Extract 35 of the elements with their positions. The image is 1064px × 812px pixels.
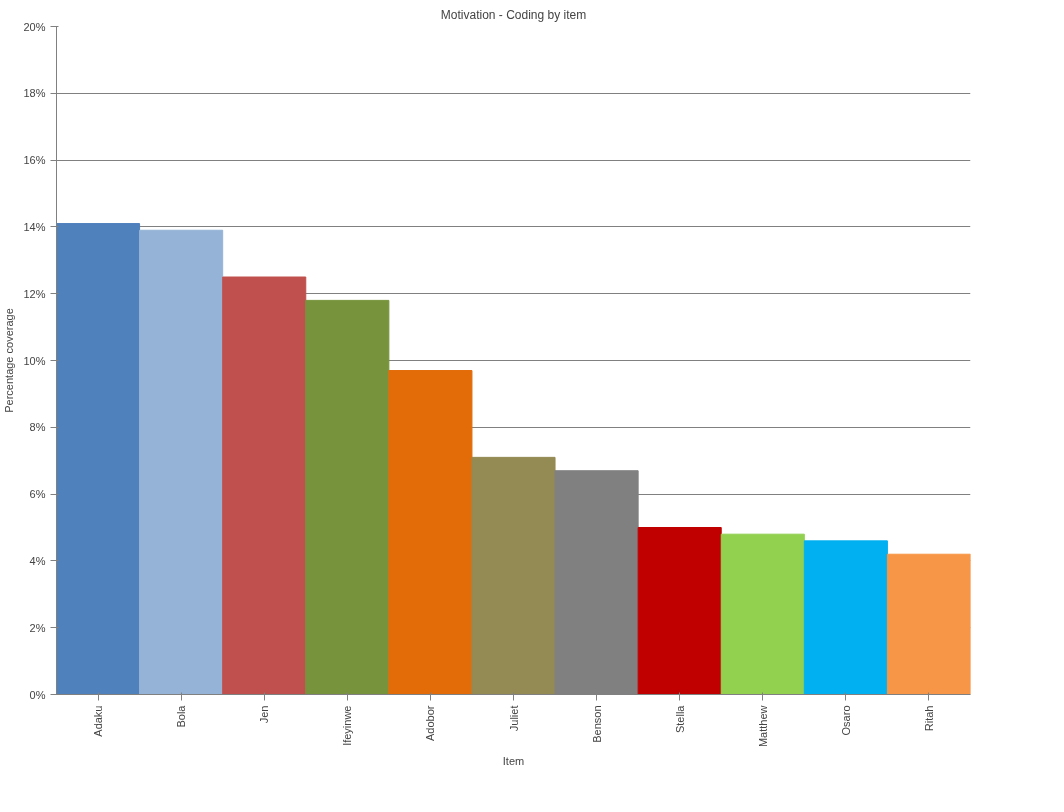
bar — [222, 276, 307, 695]
y-tick-label: 18% — [23, 87, 46, 100]
chart-title: Motivation - Coding by item — [440, 7, 587, 22]
y-tick-label: 4% — [29, 554, 46, 567]
x-axis-title: Item — [502, 755, 525, 768]
y-tick-label: 12% — [23, 287, 46, 300]
y-tick-label: 10% — [23, 354, 46, 367]
bar — [803, 540, 888, 695]
y-axis-title: Percentage coverage — [3, 308, 16, 413]
bar — [388, 370, 473, 695]
x-tick-label: Osaro — [839, 705, 852, 736]
y-tick-label: 6% — [29, 488, 46, 501]
x-tick-label: Jen — [258, 705, 271, 724]
bar — [305, 299, 390, 695]
x-tick-label: Adobor — [424, 705, 437, 741]
bar — [637, 527, 722, 695]
y-tick-label: 2% — [29, 621, 46, 634]
bar — [471, 456, 556, 695]
y-tick-label: 8% — [29, 421, 46, 434]
bar — [56, 223, 141, 695]
x-tick-label: Bola — [175, 704, 188, 728]
bar — [720, 533, 805, 695]
x-tick-label: Benson — [590, 705, 603, 743]
x-tick-label: Juliet — [507, 705, 520, 732]
y-tick-label: 20% — [23, 20, 46, 33]
y-tick-label: 16% — [23, 154, 46, 167]
bar — [139, 229, 224, 695]
x-tick-label: Adaku — [92, 705, 105, 737]
y-tick-label: 0% — [29, 688, 46, 701]
x-tick-label: Matthew — [756, 705, 769, 748]
x-tick-label: Stella — [673, 704, 686, 734]
x-tick-label: Ritah — [922, 705, 935, 732]
y-tick-label: 14% — [23, 220, 46, 233]
x-tick-label: Ifeyinwe — [341, 705, 354, 746]
bar — [886, 553, 971, 695]
